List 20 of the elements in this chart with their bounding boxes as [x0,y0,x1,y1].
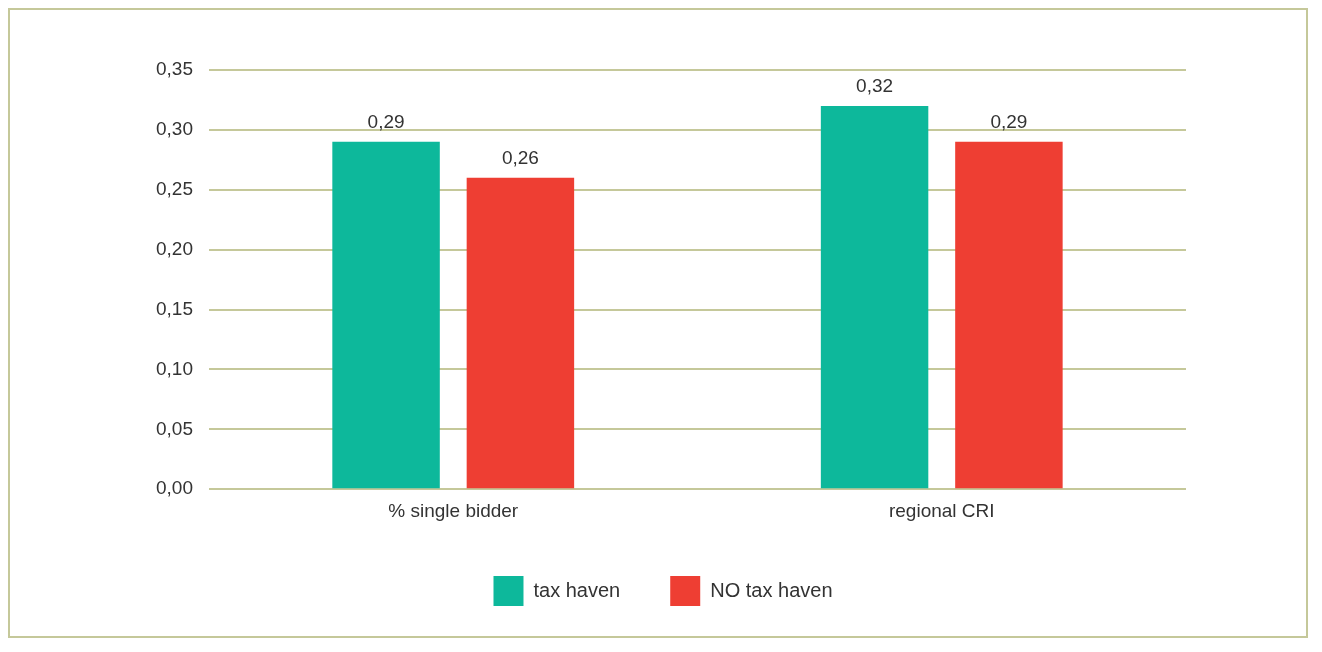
y-tick-label: 0,00 [156,477,193,499]
y-tick-label: 0,10 [156,357,193,379]
data-label: 0,26 [501,146,539,168]
y-tick-label: 0,20 [156,237,193,259]
bar [332,141,440,489]
data-label: 0,32 [856,74,894,96]
x-tick-label: % single bidder [388,499,519,521]
y-tick-label: 0,25 [156,178,193,200]
bar [820,105,929,489]
data-label: 0,29 [990,110,1028,132]
bar [955,141,1063,489]
legend-label: tax haven [533,578,621,601]
y-tick-label: 0,35 [156,58,193,80]
y-tick-label: 0,05 [156,417,193,439]
x-tick-label: regional CRI [888,499,995,521]
bar [466,177,575,489]
y-tick-label: 0,15 [156,297,193,319]
data-label: 0,29 [367,110,405,132]
y-tick-label: 0,30 [156,118,193,140]
legend-label: NO tax haven [710,578,833,601]
